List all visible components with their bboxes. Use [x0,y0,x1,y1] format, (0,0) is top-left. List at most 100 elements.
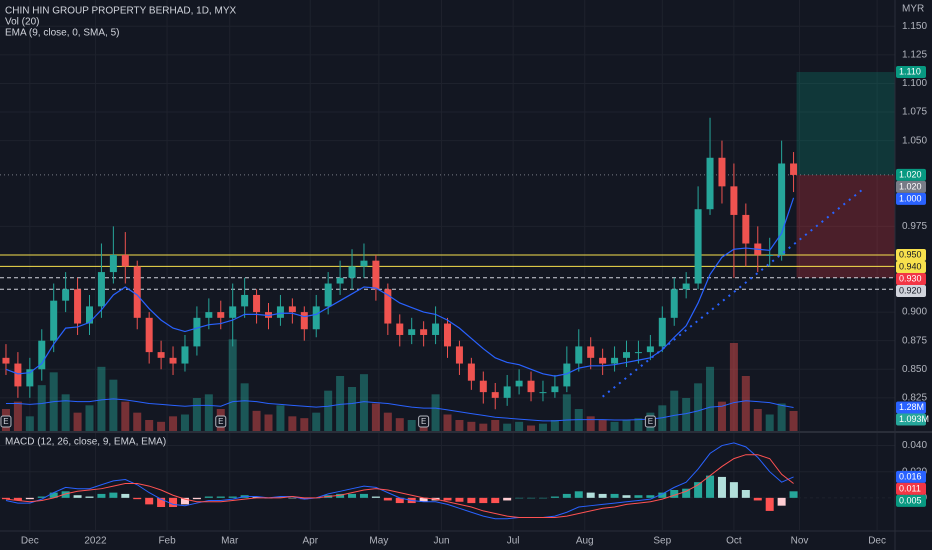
candle-body [420,329,428,335]
candle-body [587,346,595,358]
macd-histogram-bar [658,492,667,498]
x-tick-label: Sep [653,536,671,547]
y-tick-label: 0.900 [902,307,927,318]
volume-bar [598,420,607,431]
macd-histogram-bar [216,496,225,498]
volume-bar [694,383,703,431]
axis-label: 0.920 [899,285,922,295]
macd-histogram-bar [228,496,237,498]
candle-body [109,254,117,273]
volume-bar [765,414,774,431]
volume-bar [264,414,273,431]
candle-body [646,346,654,353]
candle-body [432,323,440,335]
volume-bar [682,398,691,431]
candle-body [455,346,463,364]
x-tick-label: Mar [221,536,239,547]
macd-histogram-bar [670,489,679,498]
macd-histogram-bar [359,493,368,498]
candle-body [444,323,451,347]
x-tick-label: Nov [791,536,809,547]
candle-body [682,283,690,290]
volume-bar [729,343,738,431]
volume-bar [741,376,750,431]
candle-body [742,214,750,244]
volume-bar [538,423,547,431]
macd-histogram-bar [729,482,738,498]
candle-body [241,294,249,307]
axis-label-box [896,168,926,181]
axis-label-box [896,260,926,273]
volume-bar [371,403,380,431]
macd-histogram-bar [419,497,428,502]
candle-body [348,266,356,278]
candle-body [312,306,320,330]
macd-histogram-bar [491,497,500,504]
axis-label-box [896,248,926,261]
volume-bar [359,374,368,431]
y-tick-label: 0.825 [902,392,927,403]
candle-body [491,392,499,398]
candle-body [670,289,678,318]
candle-body [145,317,153,353]
macd-histogram-bar [192,497,201,500]
earnings-marker [0,415,12,428]
candle-body [157,352,165,358]
candle-body [276,306,284,318]
volume-bar [479,423,488,431]
volume-bar [491,420,500,431]
macd-histogram-bar [252,496,261,498]
volume-bar [455,420,464,431]
macd-histogram-bar [586,492,595,498]
volume-bar [300,418,309,431]
candle-body [503,386,511,398]
macd-histogram-bar [741,489,750,498]
x-tick-label: Oct [726,536,742,547]
macd-histogram-bar [288,497,297,499]
volume-bar [610,421,619,431]
macd-histogram-bar [73,495,82,498]
volume-bar [550,420,559,431]
macd-histogram-bar [574,491,583,498]
signal-line [5,454,794,518]
axis-label: 1.28M [899,402,924,412]
candle-body [778,163,786,255]
axis-label: 0.016 [899,471,922,481]
volume-bar [503,423,512,431]
volume-bar [252,410,261,431]
axis-label-box [896,470,926,483]
candle-body [133,266,141,318]
candle-body [2,357,10,364]
axis-label-box [896,284,926,297]
y-tick-label: 0.875 [902,335,927,346]
volume-bar [109,379,118,431]
axis-label-box [896,482,926,495]
chart-title: CHIN HIN GROUP PROPERTY BERHAD, 1D, MYX [5,6,236,17]
macd-histogram-bar [622,495,631,498]
candle-body [38,340,46,370]
macd-histogram-bar [97,493,106,498]
macd-histogram-bar [121,493,130,498]
x-tick-label: Dec [21,536,39,547]
y-tick-label: 1.125 [902,50,927,61]
axis-label-box [896,494,926,507]
earnings-marker [418,415,430,428]
candle-body [479,380,487,393]
macd-histogram-bar [527,497,536,499]
candle-body [623,352,630,358]
y-tick-label: 1.050 [902,135,927,146]
volume-bar [13,401,22,431]
macd-histogram-bar [85,496,94,498]
axis-label: 1.093M [899,414,929,424]
volume-bar [527,425,536,431]
ema-title: EMA (9, close, 0, SMA, 5) [5,28,119,39]
candle-body [336,277,344,284]
x-tick-label: May [369,536,388,547]
candle-body [50,300,58,341]
axis-label-box [896,401,926,414]
volume-bar [85,405,94,431]
candle-body [14,363,22,387]
volume-bar [431,394,440,431]
volume-bar [515,421,524,431]
volume-ma-line [5,398,794,422]
